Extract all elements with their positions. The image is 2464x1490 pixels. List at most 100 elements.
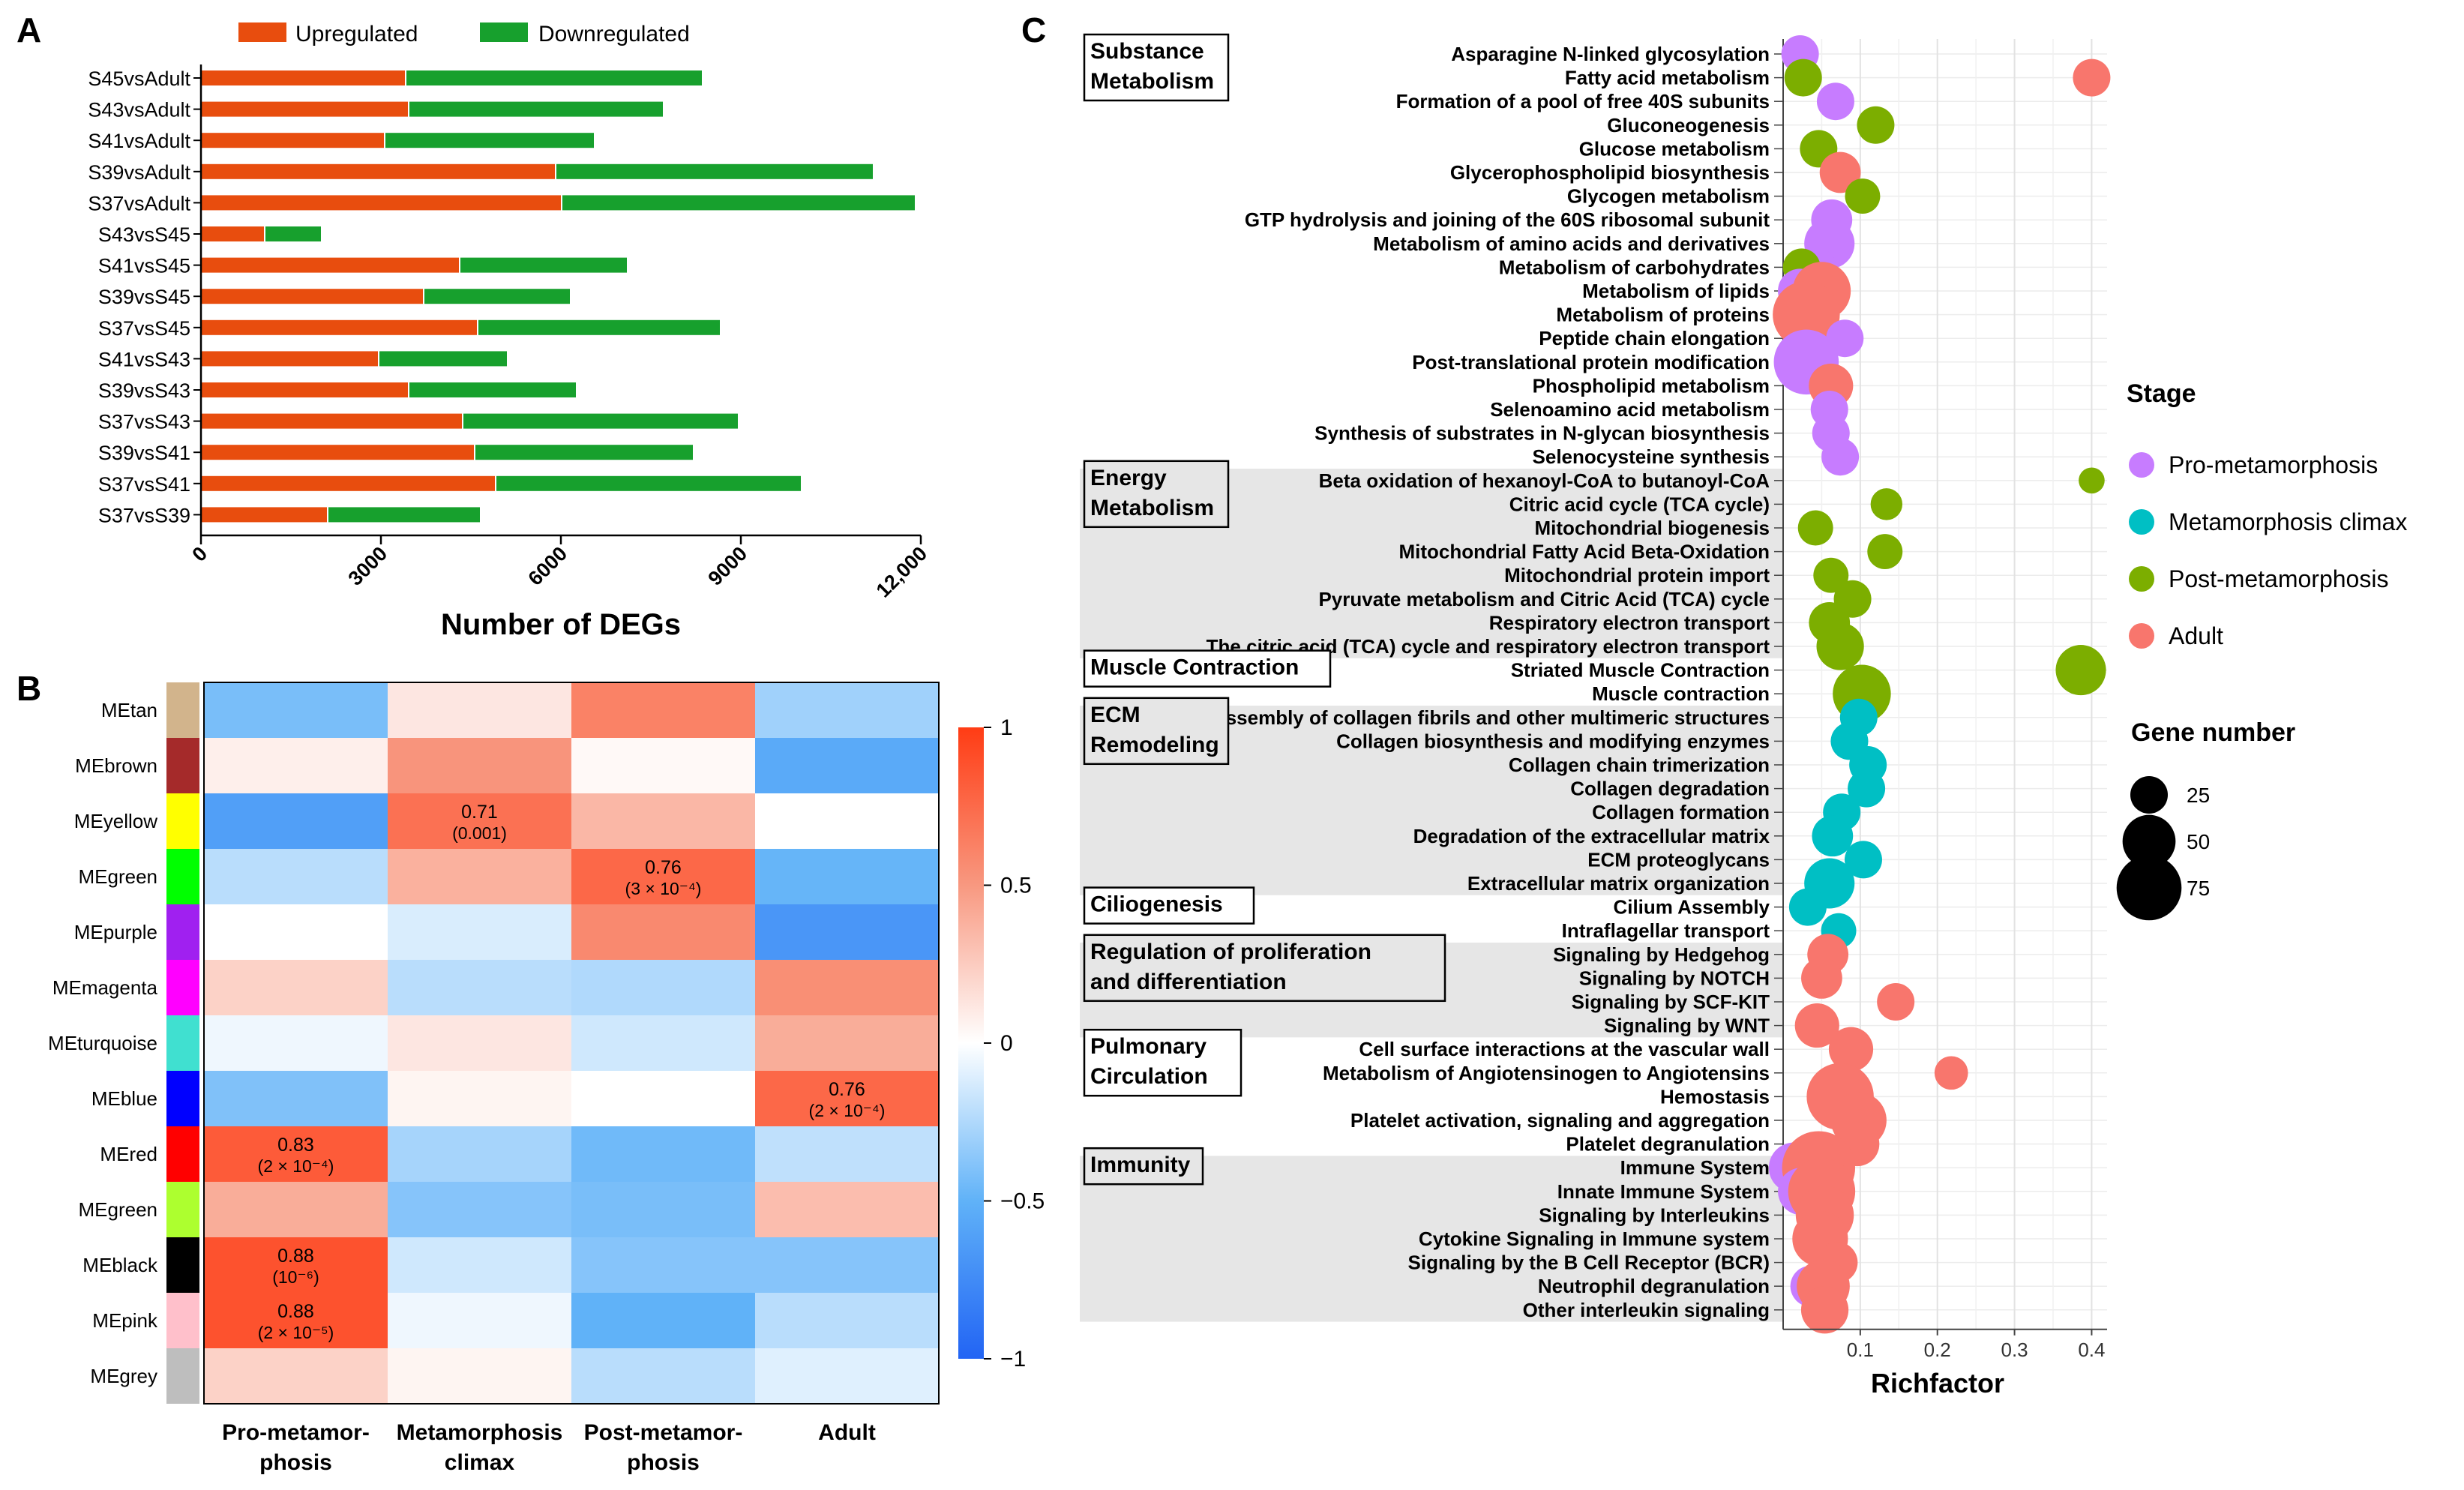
enrichment-point bbox=[1857, 106, 1895, 144]
module-label: MEred bbox=[100, 1143, 157, 1165]
colorbar-tick-label: 1 bbox=[1000, 715, 1013, 740]
term-label: Platelet activation, signaling and aggre… bbox=[1350, 1109, 1770, 1132]
enrichment-point bbox=[1828, 1027, 1874, 1072]
heatmap-cell bbox=[755, 682, 939, 738]
term-label: Cytokine Signaling in Immune system bbox=[1419, 1228, 1770, 1250]
heatmap-cell bbox=[388, 1126, 571, 1182]
bar-upregulated bbox=[201, 507, 327, 523]
enrichment-point bbox=[1784, 58, 1822, 97]
group-title-box bbox=[1083, 1147, 1204, 1186]
module-label: MEblue bbox=[91, 1087, 157, 1110]
term-label: Striated Muscle Contraction bbox=[1511, 659, 1770, 682]
category-label: S43vsAdult bbox=[88, 99, 190, 121]
x-tick-label: 6000 bbox=[524, 542, 572, 590]
x-axis-title: Number of DEGs bbox=[441, 608, 681, 641]
colorbar bbox=[958, 727, 984, 1359]
heatmap-cell bbox=[571, 1015, 755, 1071]
colorbar-tick-label: 0.5 bbox=[1000, 874, 1032, 898]
bar-downregulated bbox=[556, 163, 873, 179]
legend-title-stage: Stage bbox=[2127, 379, 2196, 408]
module-color-swatch bbox=[166, 1237, 199, 1293]
term-label: Gluconeogenesis bbox=[1607, 114, 1770, 136]
term-label: Collagen chain trimerization bbox=[1509, 754, 1770, 776]
heatmap-cell bbox=[204, 1293, 388, 1348]
category-label: S37vsS39 bbox=[98, 504, 190, 526]
term-label: Glycerophospholipid biosynthesis bbox=[1450, 161, 1770, 184]
term-label: Hemostasis bbox=[1660, 1085, 1770, 1108]
heatmap-cell bbox=[204, 793, 388, 849]
cell-pvalue-label: (3 × 10⁻⁴) bbox=[625, 879, 702, 898]
heatmap-cell bbox=[755, 1071, 939, 1126]
x-tick-label: 12,000 bbox=[872, 542, 932, 602]
legend-size-label: 25 bbox=[2187, 784, 2210, 807]
enrichment-point bbox=[1826, 319, 1864, 358]
heatmap-cell bbox=[204, 1071, 388, 1126]
module-label: MEgrey bbox=[90, 1365, 157, 1387]
term-label: Signaling by Hedgehog bbox=[1553, 943, 1770, 966]
term-label: Mitochondrial Fatty Acid Beta-Oxidation bbox=[1398, 541, 1770, 563]
term-label: Peptide chain elongation bbox=[1539, 327, 1770, 349]
cell-value-label: 0.83 bbox=[277, 1135, 314, 1156]
cell-value-label: 0.76 bbox=[645, 857, 682, 878]
heatmap-cell bbox=[388, 1015, 571, 1071]
module-label: MEgreen bbox=[79, 865, 158, 888]
bar-upregulated bbox=[201, 226, 264, 241]
legend-label-downregulated: Downregulated bbox=[538, 22, 690, 46]
bar-downregulated bbox=[562, 195, 915, 211]
term-label: Metabolism of lipids bbox=[1582, 280, 1770, 302]
colorbar-tick-label: 0 bbox=[1000, 1031, 1013, 1056]
term-label: Platelet degranulation bbox=[1566, 1133, 1770, 1156]
heatmap-cell bbox=[571, 1237, 755, 1293]
category-label: S41vsS45 bbox=[98, 255, 190, 277]
panel-c-dot-plot: C Asparagine N-linked glycosylationFatty … bbox=[1021, 10, 2407, 1399]
term-label: Signaling by SCF-KIT bbox=[1572, 991, 1770, 1013]
category-label: S39vsS43 bbox=[98, 379, 190, 402]
heatmap-cell bbox=[388, 793, 571, 849]
term-label: Innate Immune System bbox=[1557, 1180, 1770, 1203]
group-title-box bbox=[1083, 886, 1255, 925]
group-title: Metabolism bbox=[1090, 69, 1214, 94]
term-label: Intraflagellar transport bbox=[1562, 919, 1770, 942]
heatmap-cell bbox=[388, 1071, 571, 1126]
x-axis-title: Richfactor bbox=[1871, 1368, 2004, 1399]
enrichment-point bbox=[2079, 467, 2105, 494]
group-title: Circulation bbox=[1090, 1064, 1208, 1089]
enrichment-point bbox=[1788, 888, 1827, 926]
heatmap-cell bbox=[571, 738, 755, 793]
colorbar-tick-label: −1 bbox=[1000, 1347, 1026, 1372]
enrichment-point bbox=[1773, 280, 1840, 349]
module-color-swatch bbox=[166, 904, 199, 960]
enrichment-point bbox=[1816, 82, 1854, 121]
legend-stage-label: Pro-metamorphosis bbox=[2169, 451, 2378, 478]
legend-stage-dot bbox=[2129, 566, 2154, 592]
module-color-swatch bbox=[166, 960, 199, 1015]
module-label: MEpink bbox=[92, 1309, 158, 1332]
term-label: Signaling by NOTCH bbox=[1579, 967, 1770, 989]
group-title-box bbox=[1083, 649, 1332, 688]
group-title: Immunity bbox=[1090, 1153, 1191, 1177]
module-label: MEtan bbox=[101, 699, 157, 721]
group-title-box bbox=[1083, 33, 1230, 102]
heatmap-cell bbox=[204, 1126, 388, 1182]
group-title: Energy bbox=[1090, 466, 1167, 490]
term-label: Selenocysteine synthesis bbox=[1533, 445, 1770, 468]
heatmap-cell bbox=[204, 1237, 388, 1293]
heatmap-cell bbox=[755, 1348, 939, 1404]
heatmap-cell bbox=[204, 738, 388, 793]
bar-upregulated bbox=[201, 133, 384, 148]
bar-downregulated bbox=[460, 257, 627, 273]
bar-upregulated bbox=[201, 257, 459, 273]
category-label: S39vsS41 bbox=[98, 442, 190, 464]
legend-size-label: 75 bbox=[2187, 877, 2210, 900]
heatmap-cell bbox=[388, 960, 571, 1015]
term-label: Neutrophil degranulation bbox=[1538, 1275, 1770, 1297]
enrichment-point bbox=[1844, 841, 1882, 879]
category-label: S41vsS43 bbox=[98, 348, 190, 370]
group-title: Pulmonary bbox=[1090, 1034, 1207, 1059]
enrichment-point bbox=[1877, 983, 1915, 1021]
enrichment-point bbox=[1821, 438, 1860, 476]
enrichment-point bbox=[1794, 1003, 1839, 1048]
category-label: S37vsS45 bbox=[98, 317, 190, 340]
term-label: Synthesis of substrates in N-glycan bios… bbox=[1314, 422, 1770, 445]
bar-upregulated bbox=[201, 101, 408, 117]
